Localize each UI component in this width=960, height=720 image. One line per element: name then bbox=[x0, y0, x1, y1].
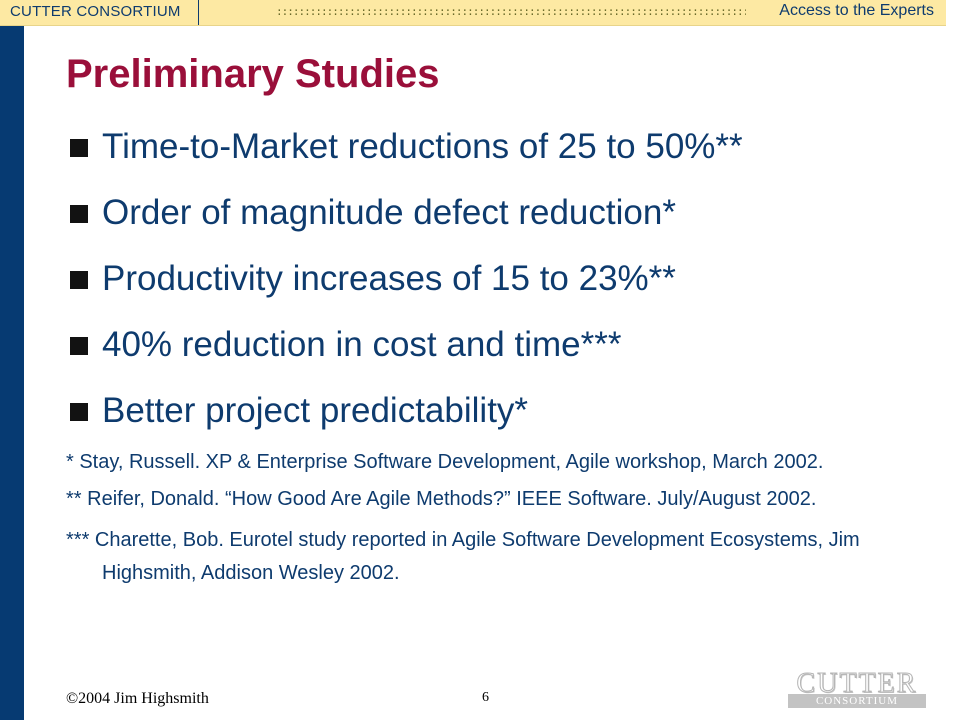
bullet-text: Order of magnitude defect reduction* bbox=[102, 193, 676, 232]
bullet-item: Time-to-Market reductions of 25 to 50%** bbox=[68, 124, 743, 190]
bullet-item: Better project predictability* bbox=[68, 388, 743, 454]
bullet-list: Time-to-Market reductions of 25 to 50%**… bbox=[68, 124, 743, 454]
footer-copyright: ©2004 Jim Highsmith bbox=[66, 690, 209, 707]
header-end-gap bbox=[946, 0, 960, 26]
bullet-item: 40% reduction in cost and time*** bbox=[68, 322, 743, 388]
bullet-square-icon bbox=[70, 271, 88, 289]
reference-item: ** Reifer, Donald. “How Good Are Agile M… bbox=[66, 488, 817, 510]
bullet-text: 40% reduction in cost and time*** bbox=[102, 325, 622, 364]
bullet-square-icon bbox=[70, 139, 88, 157]
bullet-text: Better project predictability* bbox=[102, 391, 529, 430]
header-bar: CUTTER CONSORTIUM ::::::::::::::::::::::… bbox=[0, 0, 946, 26]
cutter-logo: CUTTER CONSORTIUM bbox=[786, 668, 928, 708]
header-dot-pattern: ::::::::::::::::::::::::::::::::::::::::… bbox=[276, 5, 746, 18]
logo-sub-text: CONSORTIUM bbox=[788, 694, 926, 708]
reference-list: * Stay, Russell. XP & Enterprise Softwar… bbox=[66, 450, 926, 602]
page-number: 6 bbox=[482, 690, 489, 705]
reference-item: * Stay, Russell. XP & Enterprise Softwar… bbox=[66, 451, 824, 473]
header-tagline: Access to the Experts bbox=[779, 2, 934, 19]
slide-title: Preliminary Studies bbox=[66, 52, 440, 96]
bullet-square-icon bbox=[70, 337, 88, 355]
left-accent-bar bbox=[0, 0, 24, 720]
bullet-square-icon bbox=[70, 403, 88, 421]
header-brand-box: CUTTER CONSORTIUM bbox=[0, 0, 199, 25]
bullet-text: Time-to-Market reductions of 25 to 50%** bbox=[102, 127, 743, 166]
reference-item: *** Charette, Bob. Eurotel study reporte… bbox=[66, 529, 860, 584]
bullet-text: Productivity increases of 15 to 23%** bbox=[102, 259, 676, 298]
bullet-square-icon bbox=[70, 205, 88, 223]
bullet-item: Order of magnitude defect reduction* bbox=[68, 190, 743, 256]
bullet-item: Productivity increases of 15 to 23%** bbox=[68, 256, 743, 322]
header-brand: CUTTER CONSORTIUM bbox=[10, 3, 181, 20]
